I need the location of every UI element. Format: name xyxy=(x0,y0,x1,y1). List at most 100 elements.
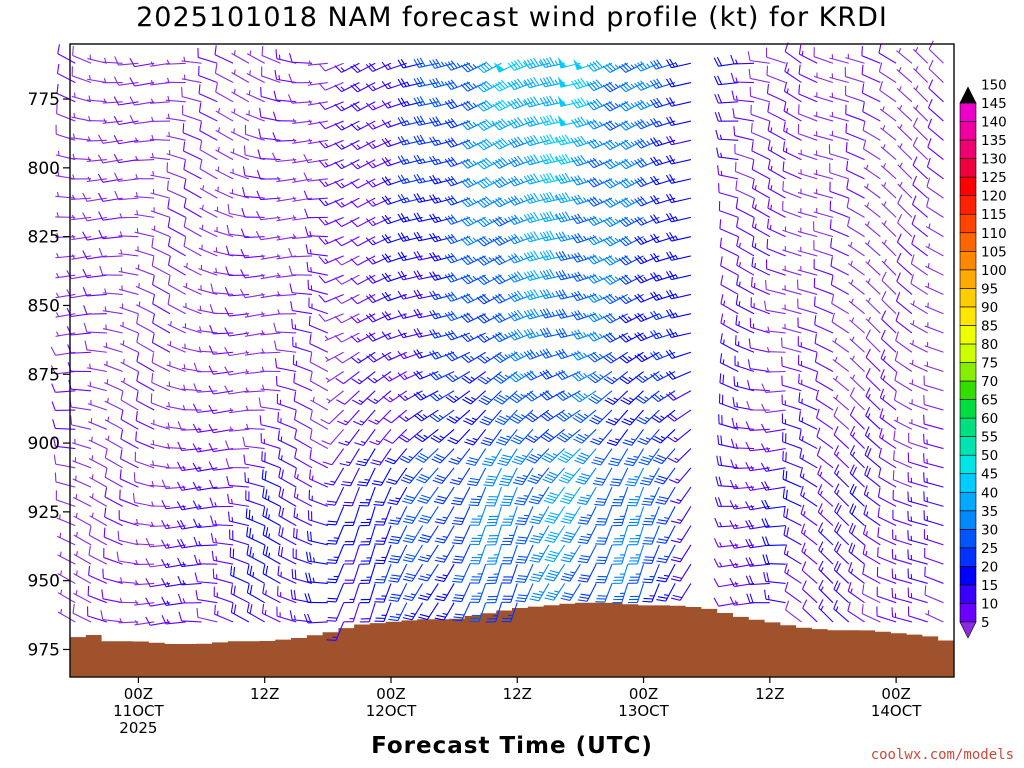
barb-feather xyxy=(381,352,389,361)
barb-feather xyxy=(129,115,135,125)
barb-half-feather xyxy=(586,533,592,536)
barb-half-feather xyxy=(56,232,59,238)
barb-feather xyxy=(463,101,471,110)
barb-staff xyxy=(352,602,360,622)
wind-barb xyxy=(183,282,202,295)
barb-staff xyxy=(135,285,155,295)
barb-feather xyxy=(275,49,278,59)
barb-staff xyxy=(276,178,297,183)
barb-feather xyxy=(384,459,395,465)
barb-staff xyxy=(335,602,345,622)
barb-feather xyxy=(341,483,351,487)
barb-half-feather xyxy=(261,330,265,335)
barb-staff xyxy=(55,427,76,430)
barb-feather xyxy=(277,545,281,556)
wind-barb xyxy=(381,137,407,148)
barb-feather xyxy=(447,196,455,205)
wind-barb xyxy=(322,448,345,466)
barb-feather xyxy=(386,481,396,485)
barb-half-feather xyxy=(150,61,154,67)
barb-half-feather xyxy=(103,118,107,124)
barb-staff xyxy=(198,247,218,257)
wind-barb xyxy=(167,236,187,257)
wind-barb xyxy=(388,544,408,564)
barb-feather xyxy=(208,385,214,395)
barb-feather xyxy=(404,556,414,560)
barb-feather xyxy=(52,436,56,447)
barb-half-feather xyxy=(438,414,444,419)
wind-barb xyxy=(277,545,297,565)
barb-staff xyxy=(402,101,423,108)
barb-half-feather xyxy=(280,436,283,442)
barb-half-feather xyxy=(422,177,426,182)
barb-feather xyxy=(334,180,342,189)
barb-half-feather xyxy=(296,513,299,519)
barb-staff xyxy=(335,525,345,545)
wind-barb xyxy=(452,544,471,564)
barb-staff xyxy=(136,400,155,411)
wind-barb xyxy=(230,108,250,122)
barb-staff xyxy=(181,486,202,491)
barb-staff xyxy=(71,95,92,103)
barb-feather xyxy=(293,391,297,402)
barb-feather xyxy=(273,340,277,350)
wind-barb xyxy=(276,393,297,411)
wind-barb xyxy=(374,506,392,526)
barb-staff xyxy=(244,390,265,393)
barb-feather xyxy=(338,441,348,446)
barb-staff xyxy=(166,153,186,161)
wind-barb xyxy=(73,531,92,546)
barb-staff xyxy=(383,525,392,545)
barb-feather xyxy=(404,614,414,618)
barb-half-feather xyxy=(233,88,236,94)
wind-barb xyxy=(397,135,423,146)
barb-staff xyxy=(231,72,250,84)
wind-barb xyxy=(230,128,250,141)
barb-half-feather xyxy=(152,460,154,466)
wind-barb xyxy=(359,563,376,585)
barb-feather xyxy=(136,332,140,343)
barb-staff xyxy=(134,231,155,238)
barb-staff xyxy=(181,525,202,530)
wind-barb xyxy=(134,246,155,257)
wind-barb xyxy=(325,371,344,383)
barb-feather xyxy=(293,373,296,383)
wind-barb xyxy=(277,565,297,584)
barb-staff xyxy=(276,197,297,202)
barb-feather xyxy=(453,577,463,580)
barb-half-feather xyxy=(264,609,267,615)
barb-staff xyxy=(150,192,171,199)
wind-barb xyxy=(383,428,408,444)
wind-barb xyxy=(350,101,376,112)
barb-feather xyxy=(240,228,246,238)
barb-staff xyxy=(102,327,123,334)
wind-barb xyxy=(246,526,265,546)
barb-half-feather xyxy=(472,218,477,223)
barb-feather xyxy=(369,440,379,446)
barb-staff xyxy=(260,332,281,336)
barb-feather xyxy=(447,176,455,186)
wind-barb xyxy=(350,351,376,364)
barb-staff xyxy=(213,524,234,527)
barb-staff xyxy=(324,236,344,245)
barb-feather xyxy=(402,540,413,544)
barb-staff xyxy=(335,621,345,641)
barb-staff xyxy=(467,197,486,208)
barb-staff xyxy=(57,72,76,84)
barb-feather xyxy=(430,437,440,443)
wind-barb xyxy=(381,119,407,128)
barb-half-feather xyxy=(472,102,477,107)
wind-barb xyxy=(276,606,297,623)
barb-staff xyxy=(357,293,376,305)
barb-feather xyxy=(397,290,404,300)
barb-feather xyxy=(353,102,361,111)
barb-feather xyxy=(471,498,481,501)
barb-staff xyxy=(293,363,313,373)
barb-feather xyxy=(434,521,445,525)
wind-barb xyxy=(434,563,455,582)
barb-feather xyxy=(334,84,342,93)
barb-half-feather xyxy=(198,346,202,352)
barb-feather xyxy=(167,255,171,266)
barb-half-feather xyxy=(134,620,139,625)
wind-barb xyxy=(97,154,123,164)
